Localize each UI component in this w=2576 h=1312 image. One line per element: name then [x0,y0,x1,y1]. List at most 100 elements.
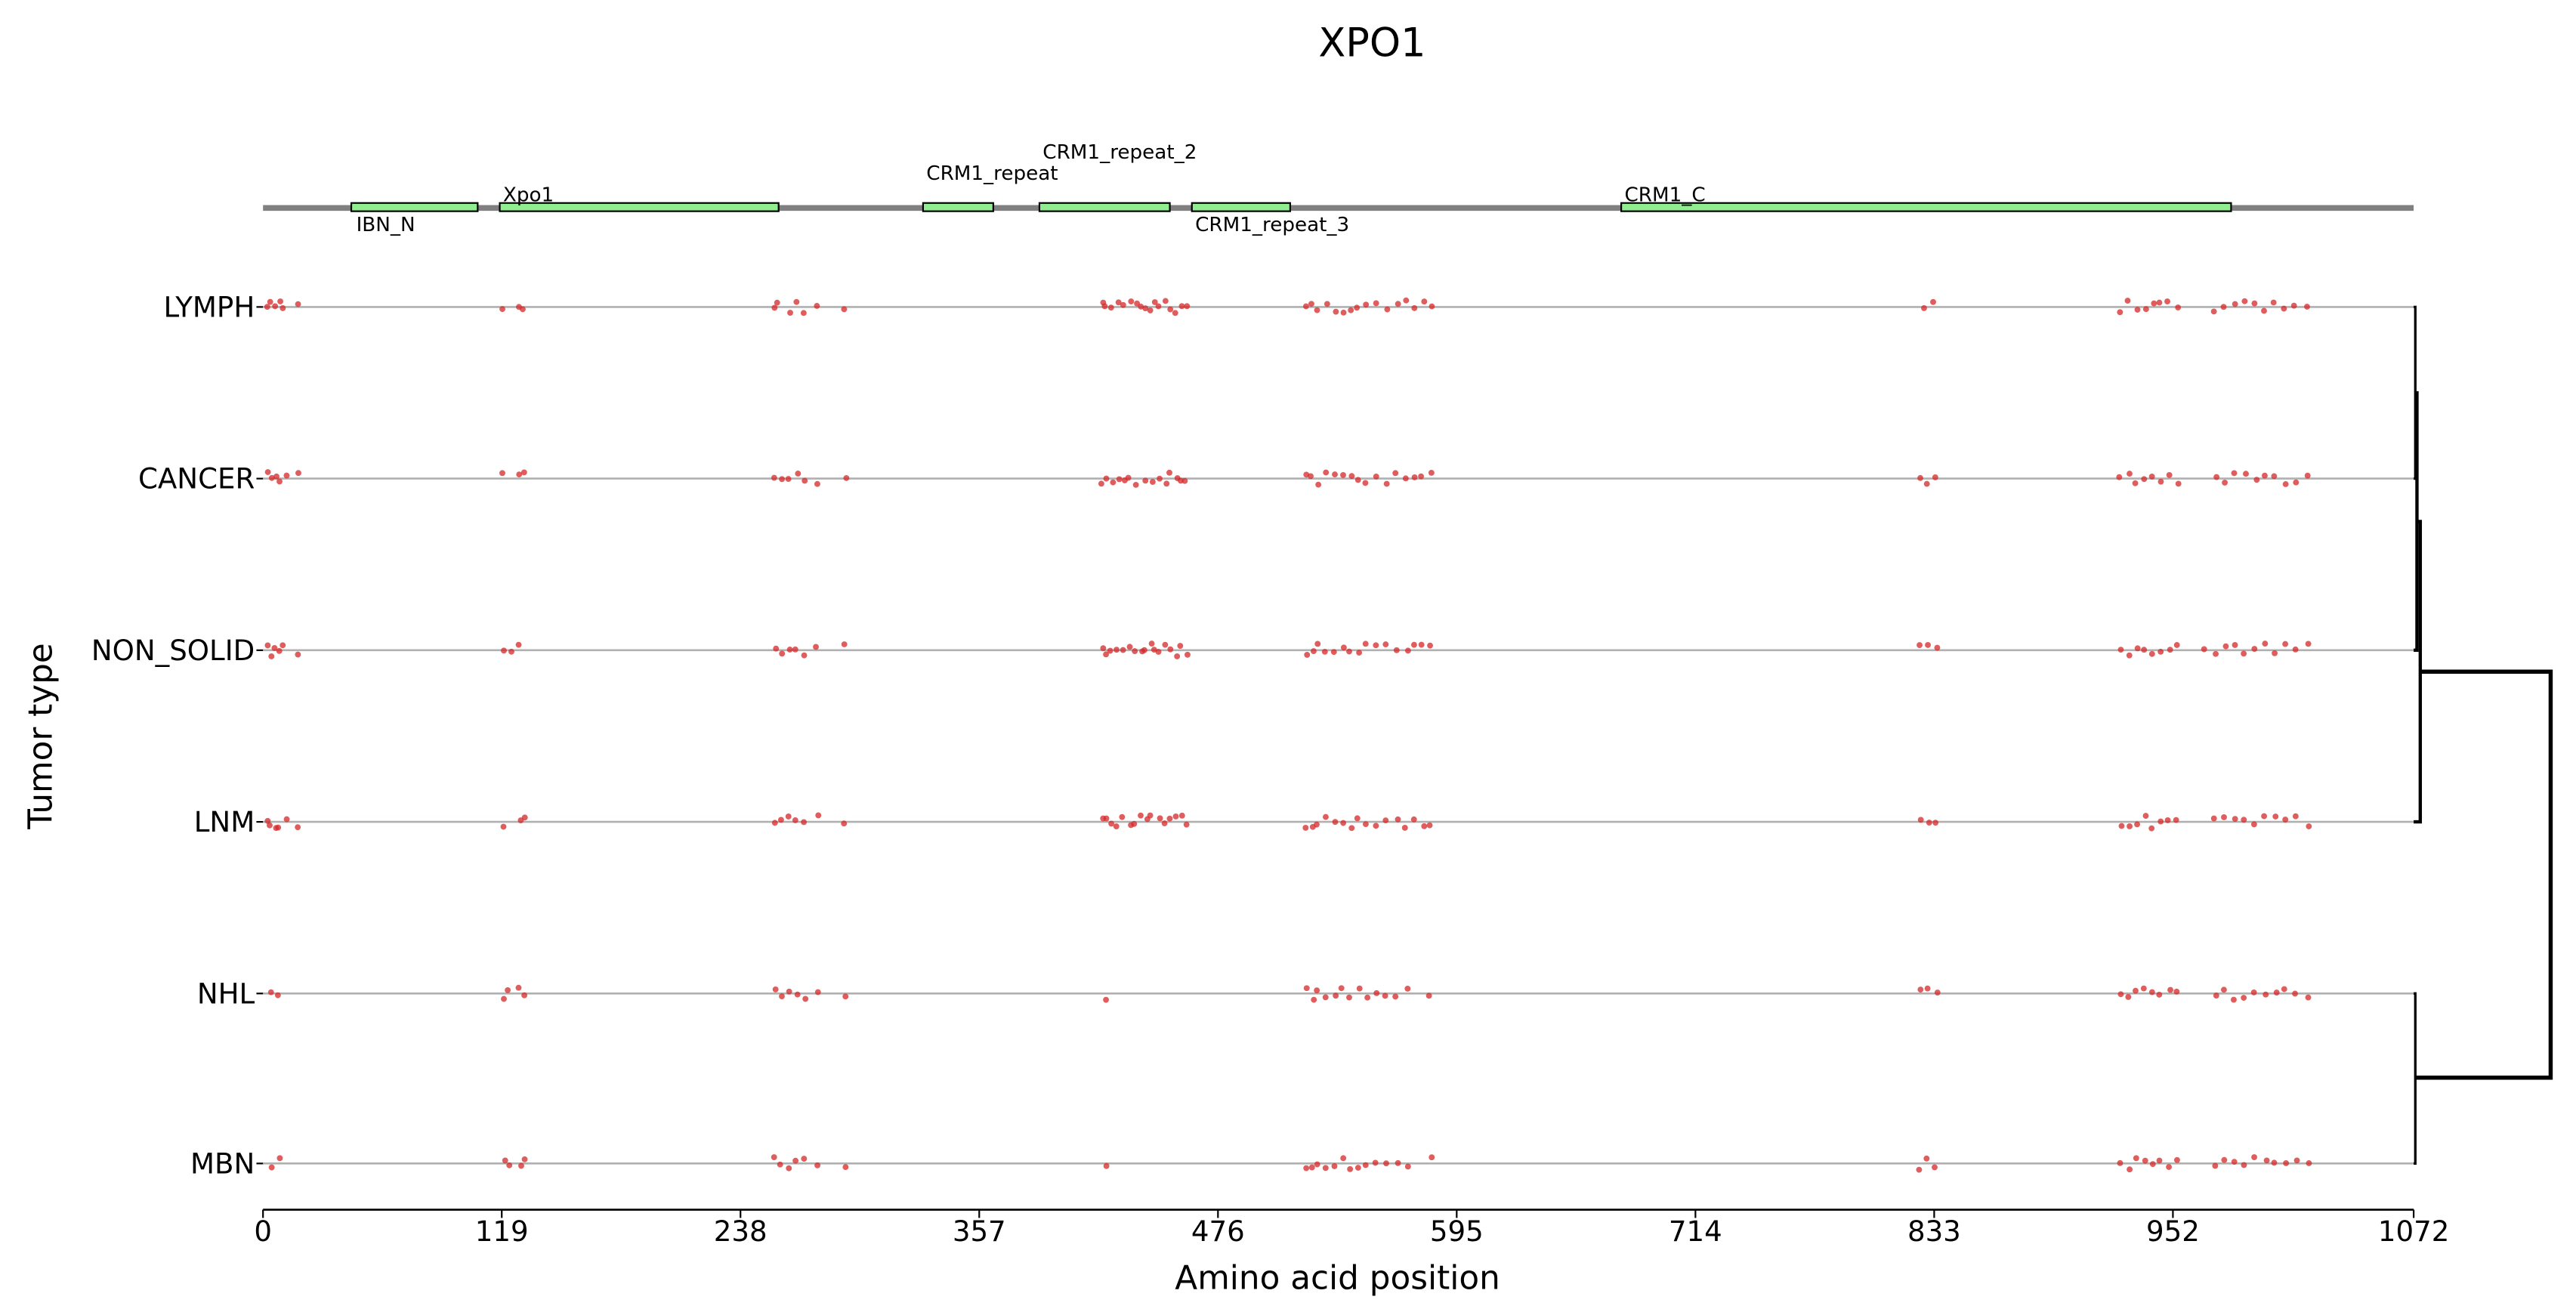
x-tick-label: 952 [2146,1215,2200,1248]
domain-xpo1 [499,202,780,212]
mutation-point [1917,474,1923,481]
mutation-point [1125,474,1132,481]
mutation-point [2262,641,2269,647]
mutation-point [2133,1155,2139,1162]
x-axis-label: Amino acid position [1175,1258,1500,1297]
mutation-point [1421,823,1428,829]
mutation-point [814,303,820,309]
mutation-point [1314,641,1321,647]
mutation-point [773,645,780,652]
mutation-point [2272,650,2278,656]
mutation-point [2175,304,2182,310]
mutation-point [1132,648,1138,654]
mutation-point [2166,471,2173,478]
mutation-point [1373,473,1379,480]
mutation-point [1308,301,1314,307]
domain-crm1-repeat-2 [1038,202,1171,212]
mutation-point [771,474,777,481]
mutation-point [1142,477,1149,484]
mutation-point [841,306,848,313]
mutation-point [1403,297,1410,304]
mutation-point [1395,816,1401,823]
tumor-row: NHL [197,977,2414,1010]
domain-ibn-n [350,202,479,212]
mutation-point [2293,1157,2300,1164]
mutation-point [1395,1159,1401,1166]
mutation-point [2167,647,2173,653]
mutation-point [1151,299,1158,305]
mutation-point [1157,475,1163,482]
mutation-point [2241,995,2247,1001]
dendrogram [2414,305,2553,1165]
mutation-point [1354,1165,1361,1171]
mutation-point [2232,816,2238,823]
mutation-point [2133,987,2139,994]
mutation-point [295,301,301,307]
mutation-point [1148,641,1155,647]
mutation-point [1126,644,1133,650]
mutation-point [1418,473,1425,480]
mutation-point [1934,644,1941,651]
mutation-point [2148,825,2155,832]
mutation-point [1141,647,1147,653]
mutation-point [1917,642,1923,649]
mutation-point [521,814,528,821]
mutation-point [1382,817,1389,824]
mutation-point [2149,1161,2156,1168]
mutation-point [1138,812,1144,819]
mutation-point [1132,481,1139,488]
mutation-point [505,986,511,993]
tumor-rows: LYMPH CANCER NON_SOLID LNM NHL MBN [91,292,2414,1180]
mutation-point [1362,821,1369,828]
mutation-point [1314,1161,1320,1168]
mutation-point [2148,989,2155,996]
mutation-point [2210,308,2217,315]
mutation-point [792,817,798,823]
mutation-point [2271,473,2278,480]
mutation-point [1340,1155,1347,1162]
mutation-point [2166,1164,2173,1170]
mutation-point [1354,304,1361,311]
dendrogram-branch-lymph-cancer [2414,305,2417,480]
mutation-point [516,471,523,478]
mutation-point [1926,820,1932,826]
mutation-point [793,298,800,305]
domain-label: CRM1_repeat [926,162,1058,185]
x-tick-label: 1072 [2378,1215,2449,1248]
mutation-point [1348,473,1355,480]
mutation-point [1322,994,1329,1001]
mutation-point [515,641,522,648]
mutation-point [1138,303,1144,310]
mutation-point [1924,985,1931,992]
mutation-point [515,984,522,991]
mutation-point [2156,299,2163,306]
mutation-point [1119,813,1126,820]
mutation-point [771,820,778,826]
mutation-point [283,816,290,823]
mutation-point [1308,473,1314,480]
mutation-point [2306,1160,2312,1166]
mutation-point [1100,645,1107,652]
mutation-point [1330,649,1337,656]
mutation-point [1426,822,1433,829]
mutation-point [1147,812,1154,819]
mutation-point [2282,641,2289,647]
mutation-point [1321,648,1328,655]
mutation-point [501,996,507,1002]
mutation-point [2142,813,2149,820]
mutation-point [2157,818,2164,825]
mutation-point [506,1162,513,1168]
mutation-point [500,823,507,830]
mutation-point [2290,302,2297,309]
mutation-point [1356,985,1363,992]
mutation-point [2220,986,2227,993]
mutation-point [2272,813,2279,820]
mutation-point [1107,304,1114,311]
mutation-point [2173,817,2179,823]
mutation-point [2125,993,2132,1000]
mutation-point [2221,1156,2228,1163]
mutation-point [1333,308,1339,315]
mutation-point [1404,1163,1411,1170]
mutation-point [1304,652,1311,658]
